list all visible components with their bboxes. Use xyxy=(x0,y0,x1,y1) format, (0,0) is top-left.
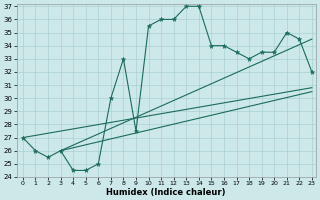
X-axis label: Humidex (Indice chaleur): Humidex (Indice chaleur) xyxy=(106,188,226,197)
